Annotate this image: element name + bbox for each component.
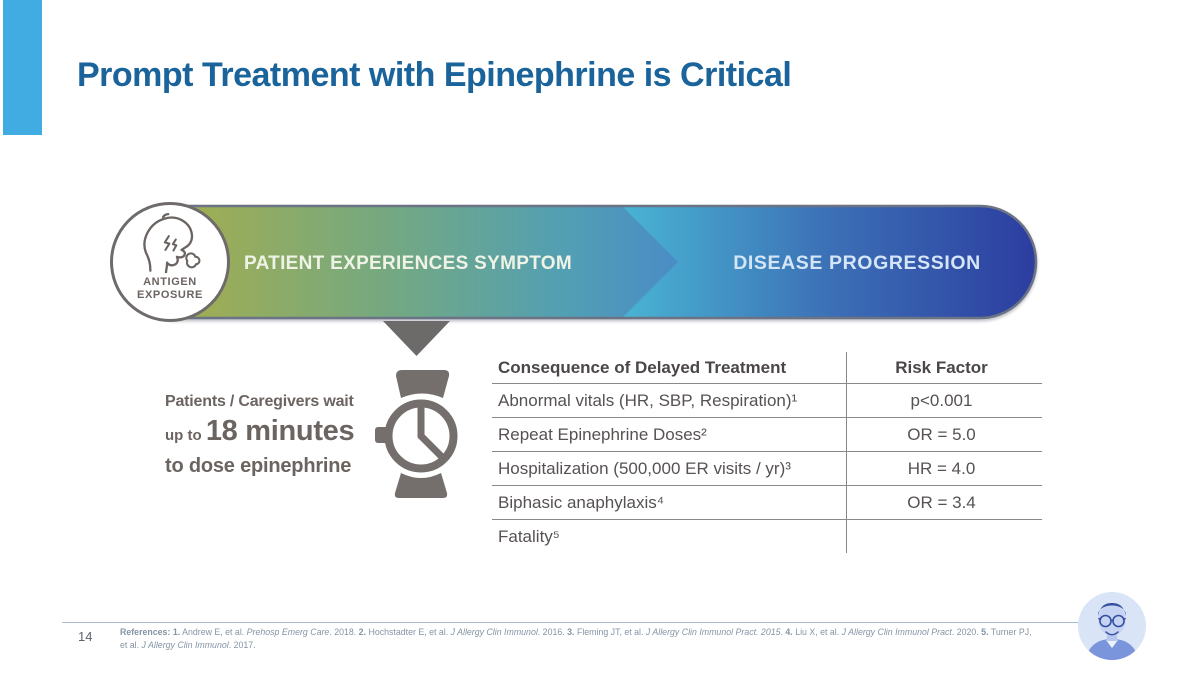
antigen-exposure-badge: ANTIGEN EXPOSURE [110,202,230,322]
footer-divider [62,622,1111,623]
risk-factor-cell: OR = 5.0 [846,418,1036,451]
references-block: References: 1. Andrew E, et al. Prehosp … [120,626,1032,652]
table-row: Fatality⁵ [492,520,1042,553]
consequence-header: Consequence of Delayed Treatment [498,357,787,377]
presenter-avatar [1078,592,1146,660]
wait-line2: up to 18 minutes [165,413,355,454]
table-row: Abnormal vitals (HR, SBP, Respiration)¹ p… [492,384,1042,418]
page-number: 14 [78,629,93,644]
table-row: Biphasic anaphylaxis⁴ OR = 3.4 [492,486,1042,520]
wait-line1: Patients / Caregivers wait [165,393,354,410]
stage1-label: PATIENT EXPERIENCES SYMPTOM [244,253,572,274]
table-row: Repeat Epinephrine Doses² OR = 5.0 [492,418,1042,452]
coughing-person-icon [143,213,201,273]
stage2-label: DISEASE PROGRESSION [733,252,981,274]
risk-table-header: Consequence of Delayed Treatment Risk Fa… [492,352,1042,384]
risk-factor-cell [846,520,1036,553]
risk-table: Consequence of Delayed Treatment Risk Fa… [492,352,1042,553]
consequence-cell: Abnormal vitals (HR, SBP, Respiration)¹ [498,390,798,410]
reference-line: et al. J Allergy Clin Immunol. 2017. [120,639,256,650]
wristwatch-clock-icon [375,370,462,498]
wait-up-to: up to [165,427,206,444]
consequence-cell: Fatality⁵ [498,526,560,546]
page-title: Prompt Treatment with Epinephrine is Cri… [77,56,792,94]
risk-factor-cell: HR = 4.0 [846,452,1036,485]
wait-line3: to dose epinephrine [165,455,352,477]
antigen-exposure-label: ANTIGEN EXPOSURE [137,276,203,301]
risk-factor-header: Risk Factor [846,352,1036,383]
consequence-cell: Biphasic anaphylaxis⁴ [498,492,665,512]
risk-table-body: Abnormal vitals (HR, SBP, Respiration)¹ p… [492,384,1042,553]
accent-bar [3,0,42,135]
consequence-cell: Repeat Epinephrine Doses² [498,424,707,444]
consequence-cell: Hospitalization (500,000 ER visits / yr)… [498,458,791,478]
wait-18-minutes: 18 minutes [205,415,355,447]
table-row: Hospitalization (500,000 ER visits / yr)… [492,452,1042,486]
down-pointer-triangle [383,321,450,356]
reference-line: References: 1. Andrew E, et al. Prehosp … [120,627,1032,637]
wait-callout: Patients / Caregivers wait up to 18 minu… [165,391,355,478]
presenter-photo [1078,592,1146,660]
risk-factor-cell: OR = 3.4 [846,486,1036,519]
risk-factor-cell: p<0.001 [846,384,1036,417]
